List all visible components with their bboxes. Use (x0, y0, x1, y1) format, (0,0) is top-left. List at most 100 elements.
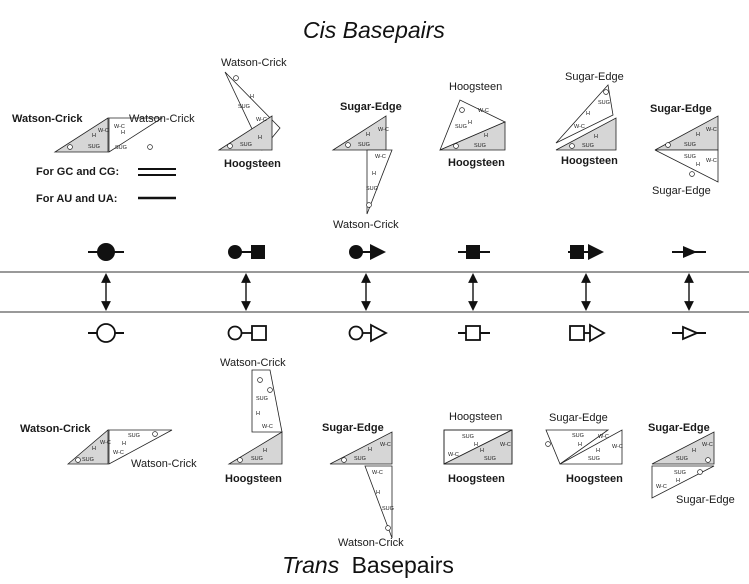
svg-text:H: H (92, 133, 96, 139)
svg-text:SUG: SUG (674, 470, 686, 476)
cis6-label-bottom: Sugar-Edge (652, 185, 711, 197)
svg-text:W-C: W-C (702, 442, 713, 448)
svg-text:H: H (366, 132, 370, 138)
svg-text:H: H (484, 133, 488, 139)
cis2-label-top: Watson-Crick (221, 57, 287, 69)
cis3-triangle-top (331, 115, 387, 151)
svg-text:SUG: SUG (474, 143, 486, 149)
svg-text:W-C: W-C (100, 440, 111, 446)
cis1-label-right: Watson-Crick (129, 113, 195, 125)
cis-symbol-circle-triangle (349, 244, 386, 260)
svg-text:H: H (372, 171, 376, 177)
svg-text:W-C: W-C (574, 124, 585, 130)
svg-text:SUG: SUG (251, 456, 263, 462)
svg-text:H: H (596, 448, 600, 454)
trans-pair-sug-sug: SUG H W-C SUG H W-C Sugar-Edge Sugar-Edg… (648, 422, 735, 506)
svg-text:SUG: SUG (588, 456, 600, 462)
trans4-label-bottom: Hoogsteen (448, 473, 505, 485)
trans-symbol-square-square (458, 325, 490, 341)
svg-text:H: H (474, 442, 478, 448)
cis1-triangle-left (53, 117, 109, 153)
legend-au-label: For AU and UA: (36, 193, 117, 205)
svg-text:SUG: SUG (572, 433, 584, 439)
cis-symbol-circle-square (228, 245, 265, 259)
svg-text:H: H (594, 134, 598, 140)
svg-text:H: H (256, 411, 260, 417)
svg-text:SUG: SUG (455, 124, 467, 130)
svg-text:W-C: W-C (656, 484, 667, 490)
svg-text:H: H (586, 111, 590, 117)
svg-text:H: H (92, 446, 96, 452)
trans1-triangle-left (66, 429, 109, 465)
cis3-triangle-bottom (366, 149, 393, 215)
svg-text:W-C: W-C (478, 108, 489, 114)
trans-symbol-row (88, 323, 706, 343)
svg-text:H: H (696, 162, 700, 168)
cis5-triangle-top (555, 84, 614, 144)
trans1-triangle-right (108, 429, 173, 465)
legend: For GC and CG: For AU and UA: (36, 166, 176, 205)
svg-text:SUG: SUG (484, 456, 496, 462)
svg-text:W-C: W-C (375, 154, 386, 160)
cis-pair-wc-hoog: SUG H W-C SUG H Watson-Crick Hoogsteen (217, 57, 287, 170)
cis-symbol-triangle-triangle (672, 246, 706, 258)
cis-symbol-circle-circle (88, 243, 124, 261)
trans6-triangle-top (651, 431, 715, 465)
svg-text:SUG: SUG (115, 145, 127, 151)
trans5-triangle-top (545, 429, 610, 465)
cis-pair-sug-wc: SUG H W-C W-C H SUG Sugar-Edge Watson-Cr… (331, 101, 402, 231)
trans3-label-bottom: Watson-Crick (338, 537, 404, 549)
svg-text:SUG: SUG (382, 506, 394, 512)
trans3-triangle-top (329, 431, 393, 465)
svg-text:SUG: SUG (462, 434, 474, 440)
svg-text:W-C: W-C (706, 158, 717, 164)
svg-text:SUG: SUG (358, 142, 370, 148)
svg-text:SUG: SUG (238, 104, 250, 110)
bond-markers (67, 75, 711, 531)
svg-text:H: H (692, 448, 696, 454)
cis-pair-hoog-hoog: W-C H SUG SUG H Hoogsteen Hoogsteen (439, 81, 506, 169)
middle-band (0, 271, 749, 313)
trans-symbol-circle-circle (88, 323, 124, 343)
trans3-triangle-bottom (364, 465, 393, 539)
legend-gc-label-text: For GC and CG: (36, 166, 119, 178)
svg-text:W-C: W-C (113, 450, 124, 456)
svg-text:W-C: W-C (372, 470, 383, 476)
trans-symbol-circle-triangle (348, 323, 388, 343)
svg-text:H: H (122, 441, 126, 447)
trans-symbol-circle-square (227, 325, 267, 341)
svg-text:W-C: W-C (706, 127, 717, 133)
trans-pair-sug-hoog: SUG H W-C SUG H W-C Sugar-Edge Hoogsteen (545, 412, 623, 485)
cis4-label-bottom: Hoogsteen (448, 157, 505, 169)
svg-text:SUG: SUG (598, 100, 610, 106)
trans6-label-top: Sugar-Edge (648, 422, 710, 434)
svg-text:H: H (263, 448, 267, 454)
svg-text:W-C: W-C (448, 452, 459, 458)
svg-text:SUG: SUG (676, 456, 688, 462)
trans2-label-bottom: Hoogsteen (225, 473, 282, 485)
cis2-triangle-bottom (217, 115, 273, 151)
svg-text:W-C: W-C (256, 117, 267, 123)
trans-pair-sug-wc: SUG H W-C W-C H SUG Sugar-Edge Watson-Cr… (322, 422, 404, 549)
svg-text:SUG: SUG (88, 144, 100, 150)
svg-text:SUG: SUG (366, 186, 378, 192)
svg-text:H: H (480, 448, 484, 454)
svg-text:H: H (376, 490, 380, 496)
trans1-label-left: Watson-Crick (20, 423, 91, 435)
cis-pair-sug-sug: SUG H W-C SUG H W-C Sugar-Edge Sugar-Edg… (650, 103, 719, 197)
svg-text:SUG: SUG (354, 456, 366, 462)
svg-text:SUG: SUG (684, 154, 696, 160)
trans1-label-right: Watson-Crick (131, 458, 197, 470)
cis-pair-wc-wc: SUG H W-C W-C H SUG Watson-Crick Watson-… (12, 113, 195, 153)
trans5-label-top: Sugar-Edge (549, 412, 608, 424)
trans-pair-wc-hoog: SUG H W-C SUG H Watson-Crick Hoogsteen (220, 357, 286, 485)
trans-pair-wc-wc: SUG H W-C SUG H W-C Watson-Crick Watson-… (20, 423, 197, 470)
cis-symbol-row (88, 243, 706, 261)
trans2-triangle-bottom (227, 431, 283, 465)
cis4-label-top: Hoogsteen (449, 81, 502, 93)
svg-text:W-C: W-C (612, 444, 623, 450)
svg-text:H: H (250, 94, 254, 100)
svg-text:W-C: W-C (114, 124, 125, 130)
svg-text:W-C: W-C (500, 442, 511, 448)
